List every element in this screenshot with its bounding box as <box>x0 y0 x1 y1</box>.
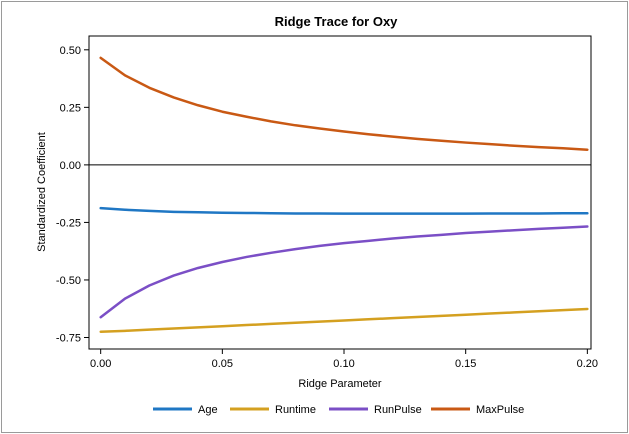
x-axis: 0.00 0.05 0.10 0.15 0.20 <box>90 349 598 370</box>
series-line-age <box>99 206 589 215</box>
y-axis-label: Standardized Coefficient <box>36 132 48 252</box>
x-tick-label: 0.10 <box>333 358 354 370</box>
x-tick-label: 0.05 <box>212 358 233 370</box>
y-tick-label: 0.25 <box>60 102 81 114</box>
series-line-maxpulse <box>99 56 589 151</box>
legend-item-maxpulse: MaxPulse <box>431 404 524 416</box>
plot-frame <box>88 35 592 350</box>
y-tick-label: 0.00 <box>60 160 81 172</box>
x-tick-label: 0.20 <box>577 358 598 370</box>
legend: Age Runtime RunPulse MaxPulse <box>153 404 524 416</box>
legend-label: MaxPulse <box>476 404 524 416</box>
legend-label: Runtime <box>275 404 316 416</box>
chart-title: Ridge Trace for Oxy <box>275 14 399 29</box>
legend-item-age: Age <box>153 404 218 416</box>
legend-label: Age <box>198 404 218 416</box>
legend-item-runpulse: RunPulse <box>329 404 422 416</box>
legend-item-runtime: Runtime <box>230 404 316 416</box>
x-tick-label: 0.00 <box>90 358 111 370</box>
y-tick-label: -0.75 <box>56 332 81 344</box>
series-line-runpulse <box>99 225 589 319</box>
x-axis-label: Ridge Parameter <box>298 378 381 390</box>
y-axis: 0.50 0.25 0.00 -0.25 -0.50 -0.75 <box>56 45 89 344</box>
series-line-runtime <box>99 307 589 333</box>
y-tick-label: -0.25 <box>56 217 81 229</box>
series-layer <box>99 56 589 333</box>
legend-label: RunPulse <box>374 404 422 416</box>
x-tick-label: 0.15 <box>455 358 476 370</box>
y-tick-label: -0.50 <box>56 275 81 287</box>
y-tick-label: 0.50 <box>60 45 81 57</box>
